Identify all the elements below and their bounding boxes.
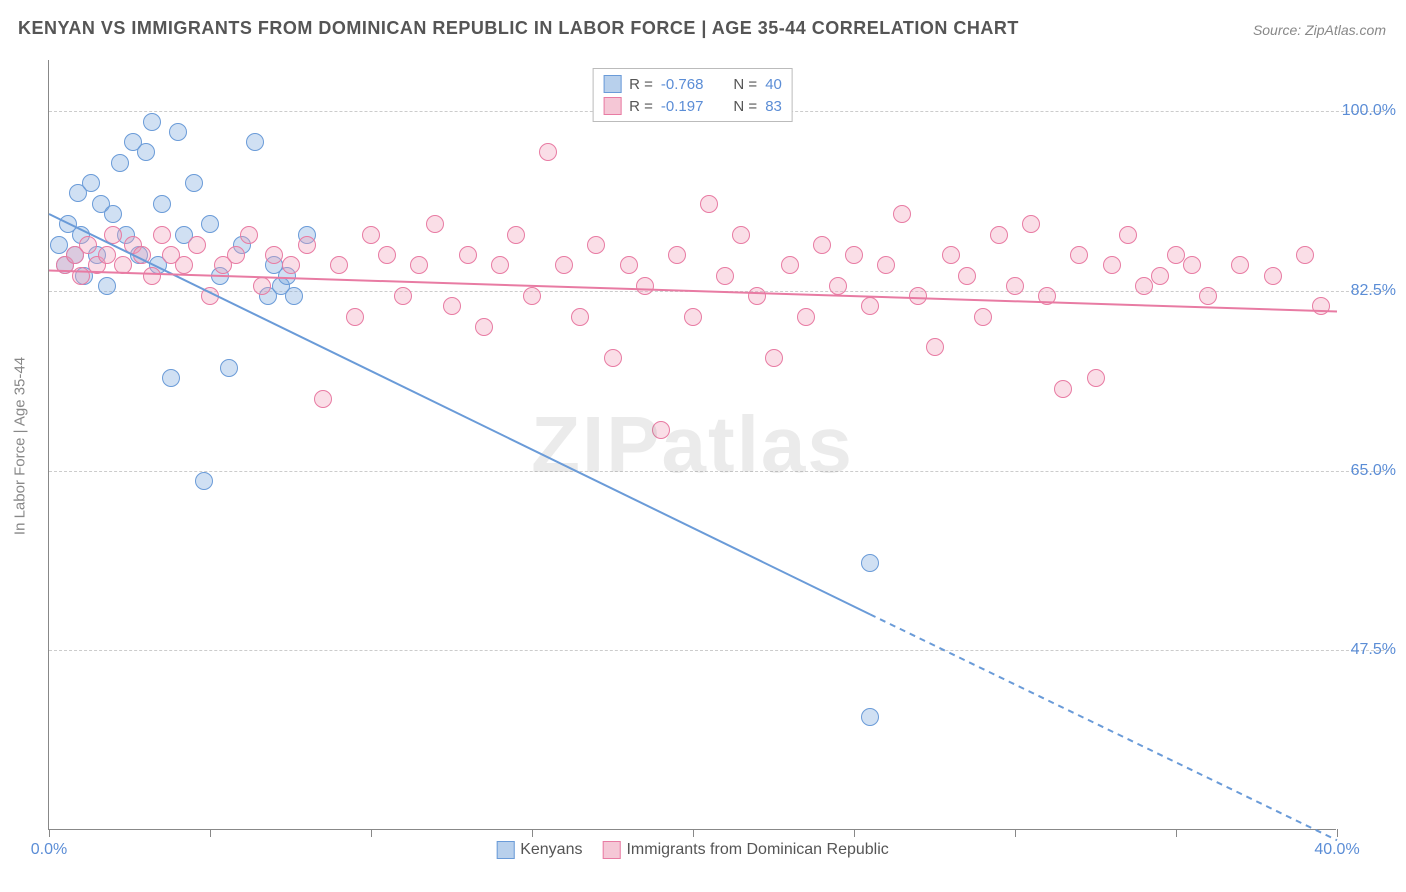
x-tick: [693, 829, 694, 837]
stat-r-value: -0.768: [661, 76, 704, 93]
regression-lines: [49, 60, 1336, 829]
legend-swatch: [603, 97, 621, 115]
y-tick-label: 82.5%: [1351, 282, 1396, 300]
x-tick-label: 40.0%: [1314, 841, 1359, 859]
stat-r-label: R =: [629, 76, 653, 93]
legend-stat-row: R = -0.768 N = 40: [603, 73, 782, 95]
x-tick: [49, 829, 50, 837]
x-tick: [371, 829, 372, 837]
stat-n-value: 83: [765, 98, 782, 115]
x-tick: [1176, 829, 1177, 837]
y-tick-label: 65.0%: [1351, 462, 1396, 480]
legend-item: Kenyans: [496, 841, 582, 859]
y-tick-label: 100.0%: [1342, 102, 1396, 120]
legend-label: Immigrants from Dominican Republic: [626, 841, 888, 859]
correlation-legend: R = -0.768 N = 40 R = -0.197 N = 83: [592, 68, 793, 122]
series-legend: Kenyans Immigrants from Dominican Republi…: [496, 841, 889, 859]
legend-swatch: [496, 841, 514, 859]
chart-title: KENYAN VS IMMIGRANTS FROM DOMINICAN REPU…: [18, 18, 1019, 39]
legend-stat-row: R = -0.197 N = 83: [603, 95, 782, 117]
stat-r-value: -0.197: [661, 98, 704, 115]
legend-swatch: [602, 841, 620, 859]
legend-swatch: [603, 75, 621, 93]
stat-r-label: R =: [629, 98, 653, 115]
stat-n-label: N =: [733, 98, 757, 115]
x-tick: [532, 829, 533, 837]
source-label: Source: ZipAtlas.com: [1253, 22, 1386, 38]
y-tick-label: 47.5%: [1351, 641, 1396, 659]
x-tick: [1337, 829, 1338, 837]
legend-item: Immigrants from Dominican Republic: [602, 841, 888, 859]
y-axis-label: In Labor Force | Age 35-44: [12, 357, 29, 535]
x-tick: [1015, 829, 1016, 837]
stat-n-value: 40: [765, 76, 782, 93]
x-tick-label: 0.0%: [31, 841, 67, 859]
x-tick: [854, 829, 855, 837]
x-tick: [210, 829, 211, 837]
plot-area: ZIPatlas R = -0.768N = 40R = -0.197N = 8…: [48, 60, 1336, 830]
stat-n-label: N =: [733, 76, 757, 93]
legend-label: Kenyans: [520, 841, 582, 859]
